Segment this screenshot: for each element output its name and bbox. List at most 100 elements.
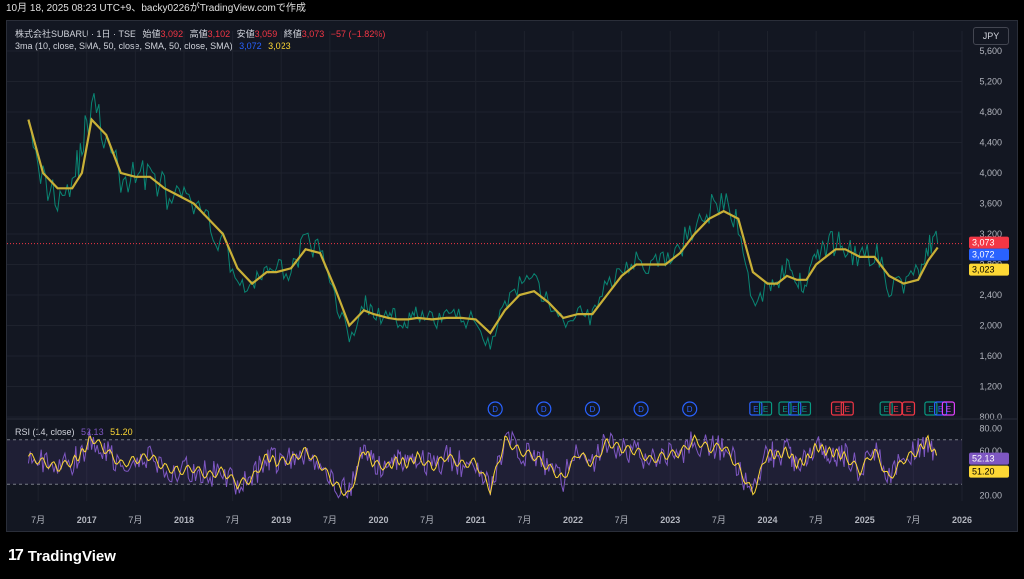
- open-label: 始値: [142, 29, 161, 39]
- rsi-axis-label: 80.00: [979, 424, 1002, 434]
- earnings-marker: [749, 401, 763, 416]
- dividend-marker-label: D: [492, 405, 498, 414]
- ma-value-1: 3,072: [239, 41, 262, 51]
- ohlc-legend: 株式会社SUBARU · 1日 · TSE 始値3,092 高値3,102 安値…: [15, 27, 389, 40]
- earnings-marker-label: E: [883, 405, 888, 414]
- earnings-marker: [778, 401, 792, 416]
- price-axis-label: 1,600: [979, 351, 1002, 361]
- price-axis-label: 4,400: [979, 138, 1002, 148]
- time-axis-label: 7月: [809, 515, 823, 525]
- time-axis-label: 2023: [660, 515, 680, 525]
- time-axis-label: 7月: [906, 515, 920, 525]
- ma10-badge: 3,072: [972, 250, 995, 260]
- dividend-marker: [584, 401, 601, 417]
- last-price-badge: 3,073: [972, 238, 995, 248]
- tv-logo-icon: 17: [8, 547, 24, 564]
- ma-label: 3ma (10, close, SMA, 50, close, SMA, 50,…: [15, 41, 233, 51]
- rsi-legend: RSI (14, close) 52.13 51.20: [15, 427, 137, 437]
- low-value: 3,059: [254, 29, 278, 39]
- high-value: 3,102: [207, 29, 231, 39]
- earnings-marker-label: E: [763, 405, 768, 414]
- dividend-marker-label: D: [687, 405, 693, 414]
- currency-button[interactable]: JPY: [973, 27, 1009, 45]
- price-series-line: [27, 93, 939, 350]
- time-axis-label: 2017: [77, 515, 97, 525]
- high-label: 高値: [189, 29, 208, 39]
- time-axis-label: 2021: [466, 515, 486, 525]
- time-axis-label: 7月: [615, 515, 629, 525]
- price-axis-label: 4,000: [979, 168, 1002, 178]
- chart-panel[interactable]: 株式会社SUBARU · 1日 · TSE 始値3,092 高値3,102 安値…: [6, 20, 1018, 532]
- earnings-marker-label: E: [792, 405, 797, 414]
- ma50-badge: 3,023: [972, 265, 995, 275]
- time-axis-label: 7月: [420, 515, 434, 525]
- tradingview-logo: 17 TradingView: [8, 546, 116, 566]
- rsi-axis-label: 20.00: [979, 490, 1002, 500]
- price-axis-label: 3,200: [979, 229, 1002, 239]
- rsi-axis-label: 60.00: [979, 446, 1002, 456]
- ma-value-2: 3,023: [268, 41, 291, 51]
- earnings-marker: [758, 401, 773, 416]
- rsi-badge-bg: [969, 452, 1009, 465]
- earnings-marker-label: E: [835, 405, 840, 414]
- close-label: 終値: [283, 29, 302, 39]
- time-axis-label: 2025: [855, 515, 875, 525]
- earnings-marker-label: E: [802, 405, 807, 414]
- rsi-ma-line: [27, 434, 937, 497]
- chart-caption: 10月 18, 2025 08:23 UTC+9、backy0226がTradi…: [6, 3, 306, 14]
- rsi-value-1: 52.13: [81, 427, 104, 437]
- time-axis-label: 7月: [712, 515, 726, 525]
- ma50-badge-bg: [969, 263, 1009, 276]
- dividend-marker: [633, 401, 649, 417]
- earnings-marker: [889, 401, 903, 416]
- earnings-marker-label: E: [906, 405, 911, 414]
- symbol-label: 株式会社SUBARU · 1日 · TSE: [15, 29, 137, 39]
- dividend-marker: [536, 401, 552, 417]
- rsi-line: [27, 430, 937, 499]
- dividend-marker-label: D: [541, 405, 547, 414]
- earnings-marker: [879, 401, 893, 416]
- price-axis-label: 800.0: [979, 412, 1002, 422]
- time-axis-label: 7月: [323, 515, 337, 525]
- price-axis-label: 1,200: [979, 382, 1002, 392]
- rsi-value-2: 51.20: [110, 427, 133, 437]
- price-axis-label: 5,200: [979, 77, 1002, 87]
- rsi-ma-badge: 51.20: [972, 467, 995, 477]
- earnings-marker: [830, 401, 845, 416]
- price-axis-label: 5,600: [979, 46, 1002, 56]
- earnings-marker-label: E: [782, 405, 787, 414]
- last-price-badge-bg: [969, 236, 1009, 249]
- earnings-marker: [901, 401, 916, 416]
- earnings-marker-label: E: [893, 405, 898, 414]
- time-axis-label: 2018: [174, 515, 194, 525]
- dividend-marker: [487, 401, 503, 417]
- time-axis-label: 7月: [517, 515, 531, 525]
- dividend-marker-label: D: [590, 405, 596, 414]
- ma-legend: 3ma (10, close, SMA, 50, close, SMA, 50,…: [15, 41, 295, 51]
- dividend-marker: [682, 401, 698, 417]
- time-axis-label: 2026: [952, 515, 972, 525]
- time-axis-label: 2022: [563, 515, 583, 525]
- chart-canvas[interactable]: 5,6005,2004,8004,4004,0003,6003,2002,800…: [7, 21, 1017, 531]
- time-axis-label: 7月: [31, 515, 45, 525]
- time-axis-label: 7月: [128, 515, 142, 525]
- moving-average-line: [27, 117, 939, 335]
- earnings-marker-label: E: [753, 405, 758, 414]
- time-axis-label: 2024: [757, 515, 777, 525]
- earnings-marker-label: E: [845, 405, 850, 414]
- earnings-marker: [934, 401, 948, 416]
- earnings-marker-label: E: [938, 405, 943, 414]
- earnings-marker: [924, 401, 938, 416]
- low-label: 安値: [236, 29, 255, 39]
- rsi-label: RSI (14, close): [15, 427, 75, 437]
- price-axis-label: 3,600: [979, 199, 1002, 209]
- open-value: 3,092: [160, 29, 184, 39]
- price-axis-label: 4,800: [979, 107, 1002, 117]
- earnings-marker: [788, 401, 802, 416]
- time-axis-label: 2020: [368, 515, 388, 525]
- time-axis-label: 7月: [226, 515, 240, 525]
- brand-name: TradingView: [27, 547, 116, 565]
- time-axis-label: 2019: [271, 515, 291, 525]
- close-value: 3,073: [301, 29, 325, 39]
- earnings-marker: [797, 401, 812, 416]
